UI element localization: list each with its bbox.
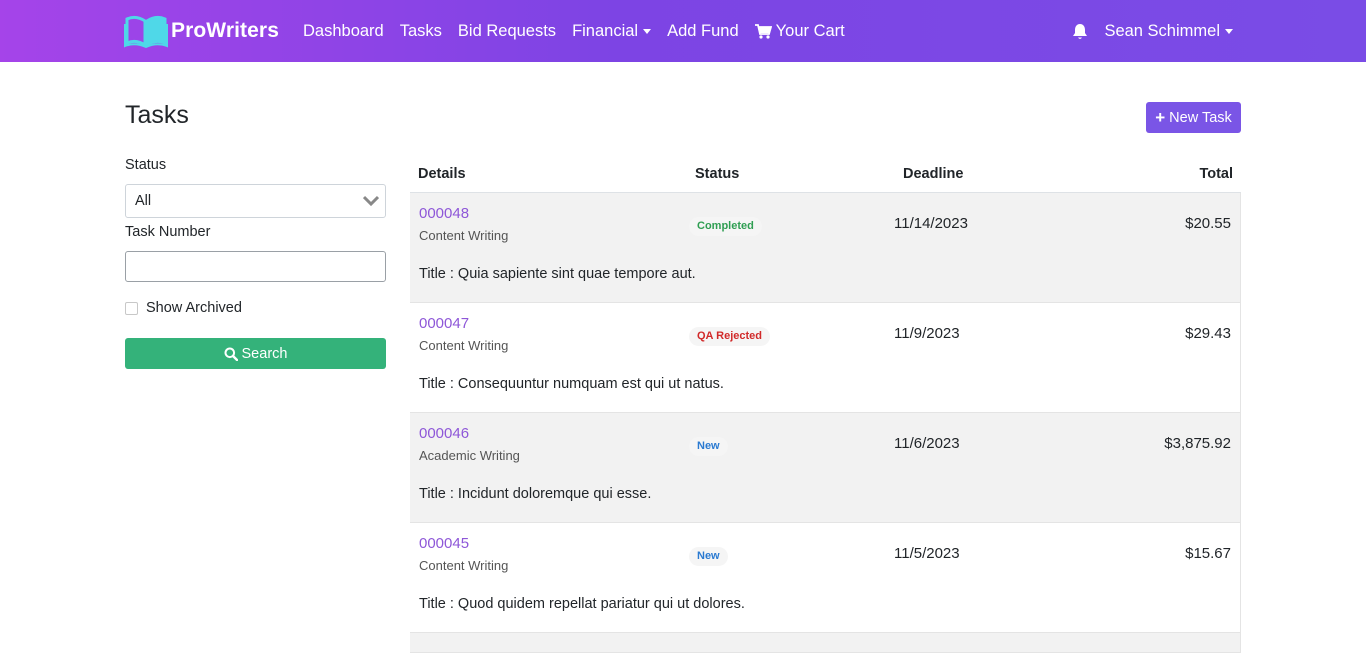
brand-name: ProWriters [171,19,279,42]
task-title: Title : Consequuntur numquam est qui ut n… [419,376,724,392]
show-archived-checkbox[interactable] [125,301,138,315]
caret-down-icon [1225,28,1233,34]
status-badge: New [689,547,728,567]
status-badge: New [689,437,728,457]
top-navbar: ProWriters Dashboard Tasks Bid Requests … [0,0,1366,62]
header-deadline: Deadline [903,166,964,182]
task-title-text: Consequuntur numquam est qui ut natus. [457,376,724,392]
nav-dashboard[interactable]: Dashboard [303,21,384,40]
table-row: 000047 Content Writing QA Rejected 11/9/… [410,303,1241,413]
status-badge: QA Rejected [689,327,771,347]
nav-tasks[interactable]: Tasks [399,21,442,40]
search-button[interactable]: Search [125,338,386,369]
table-header: Details Status Deadline Total [410,157,1241,193]
nav-your-cart[interactable]: Your Cart [747,22,853,41]
plus-icon: + [1155,108,1166,127]
task-total: $15.67 [1185,545,1231,562]
new-task-label: New Task [1169,109,1232,126]
task-title: Title : Quia sapiente sint quae tempore a… [419,266,696,282]
task-deadline: 11/5/2023 [894,545,960,562]
task-title-text: Incidunt doloremque qui esse. [457,486,652,502]
task-number-label: Task Number [125,224,211,240]
header-total: Total [1199,166,1233,182]
search-icon [224,347,238,361]
bell-icon[interactable] [1072,23,1088,40]
task-category: Academic Writing [419,448,520,463]
task-number-link[interactable]: 000046 [419,425,470,442]
cart-icon [754,23,772,39]
new-task-button[interactable]: + New Task [1146,102,1241,133]
task-number-link[interactable]: 000045 [419,535,470,552]
nav-bid-requests[interactable]: Bid Requests [457,21,557,40]
user-name: Sean Schimmel [1104,21,1220,40]
tasks-table: Details Status Deadline Total 000048 Con… [410,157,1241,653]
task-title-prefix: Title : [419,486,454,502]
task-deadline: 11/9/2023 [894,325,960,342]
task-total: $29.43 [1185,325,1231,342]
task-title-prefix: Title : [419,376,454,392]
caret-down-icon [643,28,652,34]
status-select[interactable]: All [125,184,386,218]
task-category: Content Writing [419,558,509,573]
brand-logo[interactable]: ProWriters [124,14,279,48]
task-title: Title : Quod quidem repellat pariatur qui… [419,596,745,612]
chevron-down-icon [363,195,379,207]
header-details: Details [418,166,466,182]
show-archived-label: Show Archived [146,300,242,316]
nav-right: Sean Schimmel [1072,0,1233,62]
status-label: Status [125,157,167,173]
status-select-value: All [135,193,152,209]
task-deadline: 11/6/2023 [894,435,960,452]
task-title-prefix: Title : [419,266,454,282]
page-title: Tasks [125,101,189,129]
table-row: 000048 Content Writing Completed 11/14/2… [410,193,1241,303]
task-deadline: 11/14/2023 [894,215,968,232]
user-menu[interactable]: Sean Schimmel [1104,22,1233,41]
task-title-text: Quod quidem repellat pariatur qui ut dol… [457,596,745,612]
status-badge: Completed [689,217,762,237]
task-number-link[interactable]: 000047 [419,315,470,332]
nav-your-cart-label: Your Cart [775,21,845,40]
nav-financial-label: Financial [572,21,639,40]
nav-add-fund[interactable]: Add Fund [667,21,739,40]
nav-financial-dropdown[interactable]: Financial [564,22,659,41]
show-archived-row: Show Archived [125,300,242,316]
task-category: Content Writing [419,228,509,243]
table-row: 000045 Content Writing New 11/5/2023 $15… [410,523,1241,633]
nav-links: Dashboard Tasks Bid Requests Financial A… [295,0,853,62]
task-title: Title : Incidunt doloremque qui esse. [419,486,651,502]
task-title-text: Quia sapiente sint quae tempore aut. [457,266,696,282]
task-number-input[interactable] [125,251,386,282]
table-row: 000046 Academic Writing New 11/6/2023 $3… [410,413,1241,523]
task-category: Content Writing [419,338,509,353]
table-row [410,633,1241,653]
search-label: Search [241,345,288,362]
header-status: Status [695,166,740,182]
book-icon [124,15,168,48]
task-number-link[interactable]: 000048 [419,205,470,222]
task-title-prefix: Title : [419,596,454,612]
task-total: $20.55 [1185,215,1231,232]
task-total: $3,875.92 [1164,435,1231,452]
